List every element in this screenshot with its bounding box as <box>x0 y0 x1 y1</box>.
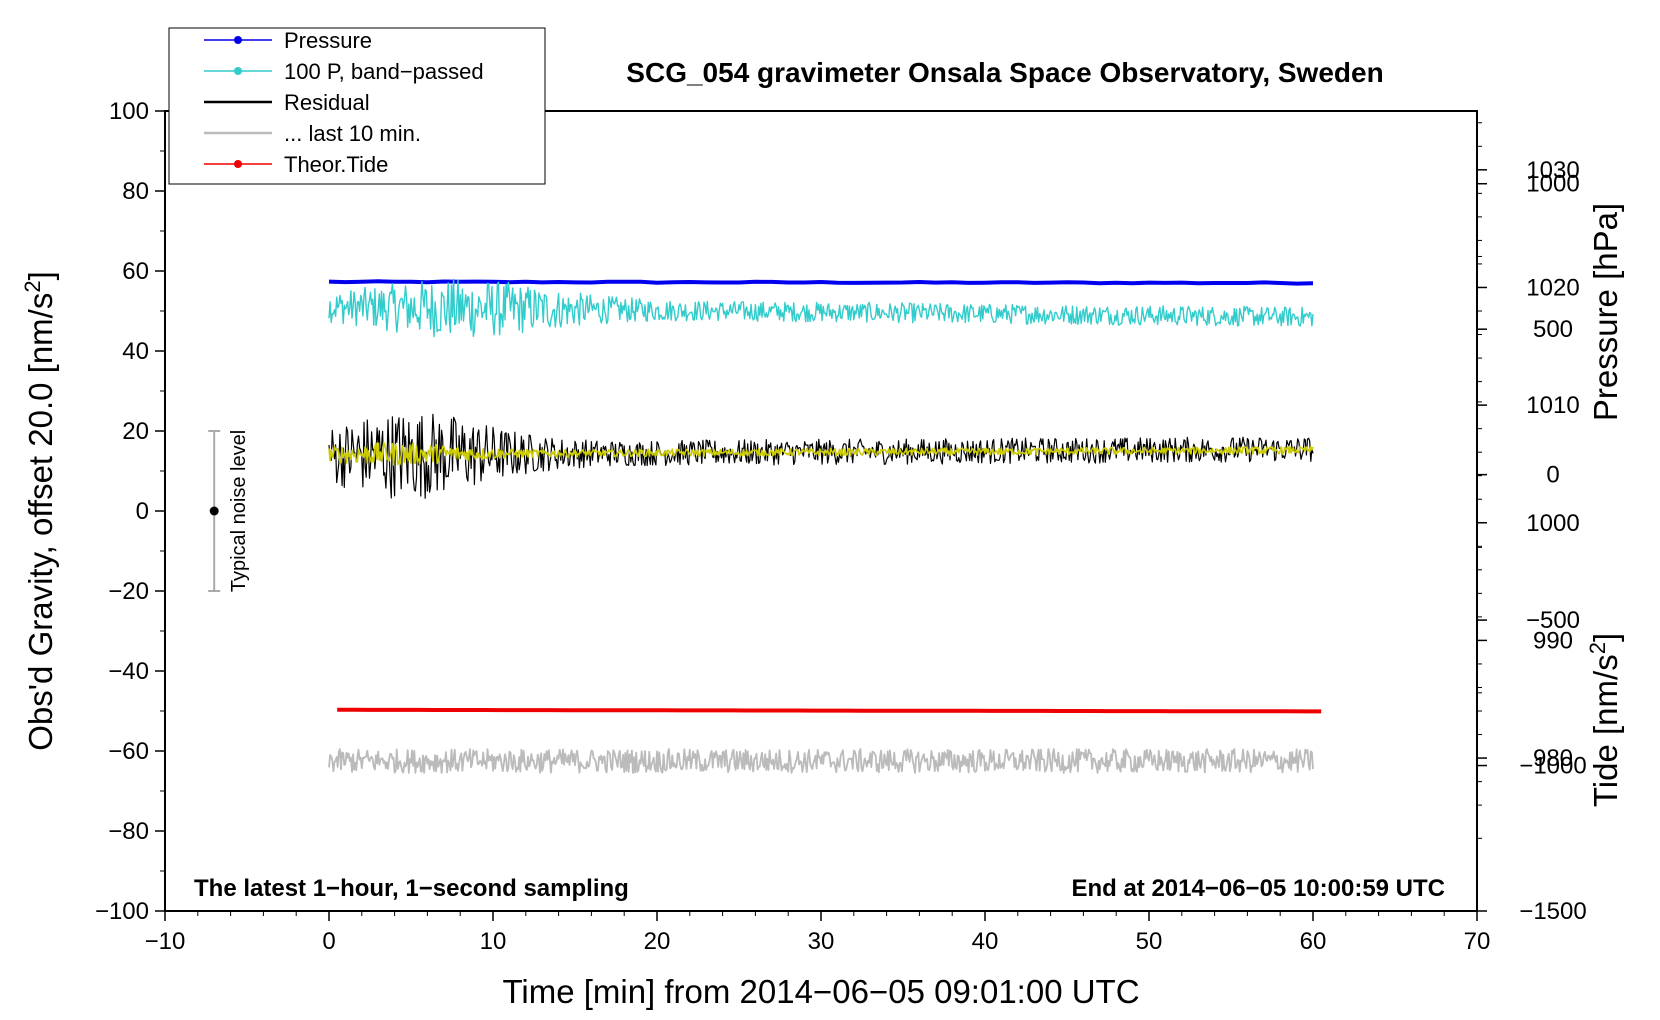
x-tick-label: 10 <box>480 928 507 955</box>
y-axis-title-pressure: Pressure [hPa] <box>1587 203 1624 421</box>
y-tick-label: −80 <box>108 818 149 845</box>
annotation-end-time: End at 2014−06−05 10:00:59 UTC <box>1071 875 1445 902</box>
pressure-tick-label: 1000 <box>1526 510 1579 537</box>
y-tick-label: −40 <box>108 658 149 685</box>
y-tick-label: 0 <box>136 498 149 525</box>
legend-marker <box>234 36 242 44</box>
pressure-tick-label: 990 <box>1533 627 1573 654</box>
legend: Pressure 100 P, band−passed Residual ... la… <box>168 27 546 185</box>
y-axis-title-left: Obs'd Gravity, offset 20.0 [nm/s2] <box>20 271 59 751</box>
x-tick-label: 60 <box>1300 928 1327 955</box>
y-tick-label: 60 <box>122 258 149 285</box>
pressure-tick-label: 1010 <box>1526 392 1579 419</box>
noise-level-indicator: Typical noise level <box>208 430 250 592</box>
tide-tick-label: 0 <box>1546 462 1559 489</box>
noise-bar-label: Typical noise level <box>228 430 250 592</box>
legend-label: Residual <box>284 90 370 115</box>
chart-title: SCG_054 gravimeter Onsala Space Observat… <box>626 57 1383 88</box>
annotation-sampling: The latest 1−hour, 1−second sampling <box>194 875 629 902</box>
data-series <box>328 278 1322 774</box>
series-residual <box>328 413 1314 499</box>
x-tick-label: 30 <box>808 928 835 955</box>
legend-label: 100 P, band−passed <box>284 59 484 84</box>
legend-label: Pressure <box>284 28 372 53</box>
y-axis-title-tide: Tide [nm/s2] <box>1585 633 1624 807</box>
legend-marker <box>234 67 242 75</box>
y-tick-label: 20 <box>122 418 149 445</box>
x-tick-label: 50 <box>1136 928 1163 955</box>
pressure-tick-label: 1020 <box>1526 274 1579 301</box>
tide-tick-label: 1000 <box>1526 171 1579 198</box>
tide-tick-label: 500 <box>1533 316 1573 343</box>
x-tick-label: 40 <box>972 928 999 955</box>
pressure-tick-label: 1030 <box>1526 157 1579 184</box>
y-axis-title-left-close: ] <box>22 271 59 280</box>
legend-label: Theor.Tide <box>284 152 388 177</box>
plot-frame <box>164 110 1478 912</box>
legend-label: ... last 10 min. <box>284 121 421 146</box>
series-100-p-band-passed <box>328 278 1314 338</box>
tide-tick-label: −1500 <box>1519 898 1586 925</box>
y-axis-title-tide-close: ] <box>1587 633 1624 642</box>
series-theor-tide <box>337 707 1322 714</box>
x-tick-label: 70 <box>1464 928 1491 955</box>
x-tick-label: 20 <box>644 928 671 955</box>
series-last-10-min <box>328 748 1314 774</box>
pressure-tick-label: 980 <box>1533 745 1573 772</box>
legend-marker <box>234 160 242 168</box>
x-tick-label: −10 <box>145 928 186 955</box>
series-pressure <box>328 279 1314 286</box>
y-tick-label: −60 <box>108 738 149 765</box>
tide-tick-label: −500 <box>1526 607 1580 634</box>
y-tick-label: 100 <box>109 98 149 125</box>
y-axis-title-left-sup: 2 <box>20 280 45 292</box>
noise-bar-center-dot <box>209 506 219 516</box>
y-axis-title-left-text: Obs'd Gravity, offset 20.0 [nm/s <box>22 293 59 751</box>
y-axis-title-tide-text: Tide [nm/s <box>1587 654 1624 807</box>
x-axis-title: Time [min] from 2014−06−05 09:01:00 UTC <box>502 973 1139 1010</box>
x-tick-label: 0 <box>322 928 335 955</box>
legend-box <box>168 27 546 185</box>
y-axis-title-tide-sup: 2 <box>1585 642 1610 654</box>
axis-ticks: −10 0 10 20 30 40 50 60 70100806040200−20−40−60−… <box>95 98 1587 955</box>
series-residual-smoothed <box>328 441 1314 466</box>
tide-tick-label: −1000 <box>1519 753 1586 780</box>
y-tick-label: 80 <box>122 178 149 205</box>
y-tick-label: 40 <box>122 338 149 365</box>
y-tick-label: −20 <box>108 578 149 605</box>
y-tick-label: −100 <box>95 898 149 925</box>
